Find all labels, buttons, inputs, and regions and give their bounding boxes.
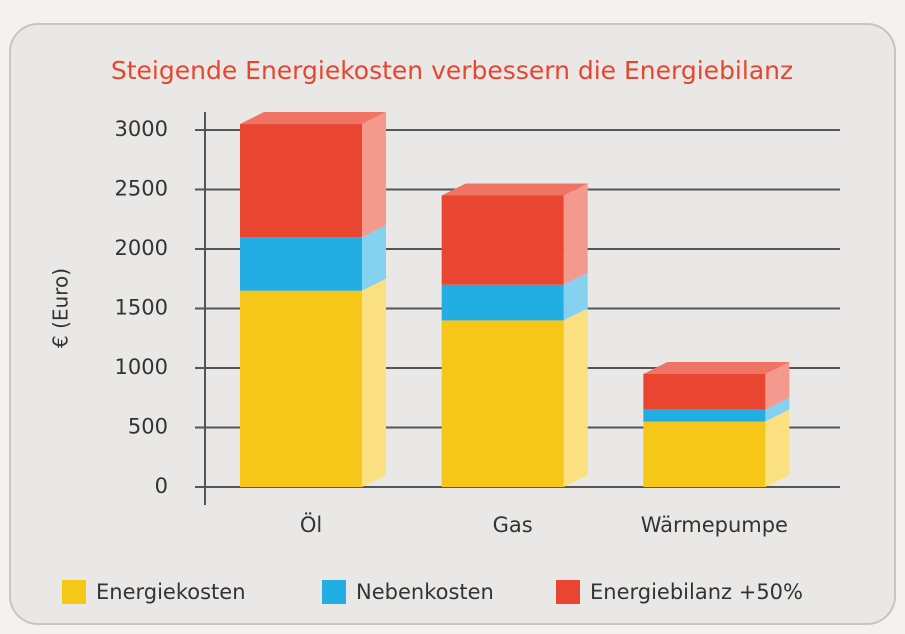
legend-label: Nebenkosten [356, 580, 494, 604]
y-tick-label: 2000 [115, 236, 168, 260]
x-tick-label: Öl [300, 512, 322, 537]
y-tick-label: 500 [128, 415, 168, 439]
bar-top [240, 112, 386, 125]
bar-side [765, 409, 790, 487]
legend-label: Energiekosten [96, 580, 246, 604]
y-tick-label: 0 [155, 474, 168, 498]
y-tick-label: 3000 [115, 117, 168, 141]
bar-side [362, 112, 386, 238]
bar [441, 195, 564, 285]
bar-side [563, 183, 588, 285]
bar [643, 421, 766, 487]
bar [441, 284, 564, 321]
bar-side [765, 397, 790, 422]
bar-top [643, 361, 790, 374]
legend-swatch [322, 580, 346, 604]
bar-side [563, 272, 588, 321]
legend-label: Energiebilanz +50% [590, 580, 803, 604]
y-tick-label: 1500 [115, 296, 168, 320]
bar [240, 124, 362, 238]
x-tick-label: Wärmepumpe [641, 513, 788, 537]
bar-top [441, 183, 588, 196]
y-tick-label: 2500 [115, 177, 168, 201]
y-tick-label: 1000 [115, 355, 168, 379]
bar [240, 290, 362, 487]
chart-title: Steigende Energiekosten verbessern die E… [111, 56, 793, 85]
bar [643, 373, 766, 410]
bar [240, 237, 362, 291]
legend-swatch [62, 580, 86, 604]
y-axis-label: € (Euro) [49, 268, 73, 348]
bar-side [362, 225, 386, 291]
bar [643, 409, 766, 422]
bar [441, 320, 564, 487]
x-tick-label: Gas [493, 513, 533, 537]
bar-side [563, 308, 588, 487]
bar-side [765, 361, 790, 410]
legend-swatch [556, 580, 580, 604]
bar-side [362, 278, 386, 487]
